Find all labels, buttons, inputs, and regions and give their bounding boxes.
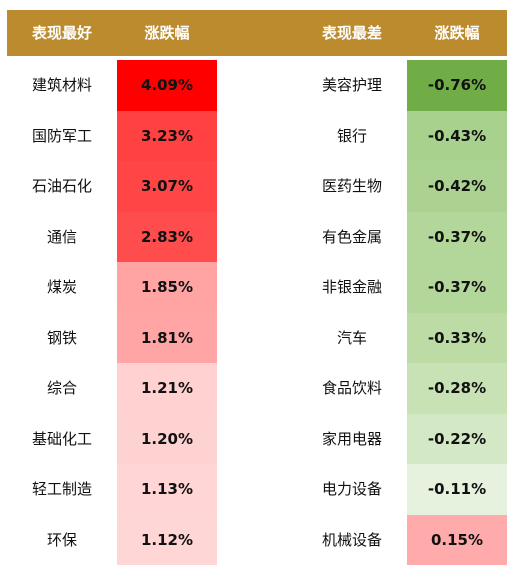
best-sector-change: 4.09% xyxy=(117,60,217,111)
table-row: 综合 1.21% 食品饮料 -0.28% xyxy=(7,363,507,414)
worst-sector-name: 电力设备 xyxy=(321,480,382,498)
table-row: 煤炭 1.85% 非银金融 -0.37% xyxy=(7,262,507,313)
worst-sector-change: -0.42% xyxy=(407,161,507,212)
table-header: 表现最好 涨跌幅 表现最差 涨跌幅 xyxy=(7,10,507,56)
best-sector-change: 2.83% xyxy=(117,211,217,262)
worst-sector-change: 0.15% xyxy=(407,514,507,565)
best-sector-name: 基础化工 xyxy=(31,429,92,448)
table-body: 建筑材料 4.09% 美容护理 -0.76% 国防军工 3.23% 银行 -0.… xyxy=(7,60,507,565)
best-sector-name: 石油石化 xyxy=(31,177,92,195)
worst-sector-change: -0.28% xyxy=(407,363,507,414)
worst-sector-change: -0.76% xyxy=(407,60,507,111)
best-sector-change: 3.23% xyxy=(117,110,217,161)
worst-sector-name: 机械设备 xyxy=(321,530,382,549)
best-sector-name: 环保 xyxy=(46,530,77,549)
best-sector-change: 1.13% xyxy=(117,464,217,515)
worst-performers-header: 表现最差 xyxy=(321,24,382,42)
best-sector-name: 煤炭 xyxy=(46,278,77,296)
worst-sector-name: 银行 xyxy=(336,126,367,145)
worst-sector-name: 汽车 xyxy=(336,328,367,347)
table-row: 钢铁 1.81% 汽车 -0.33% xyxy=(7,312,507,363)
worst-sector-name: 非银金融 xyxy=(321,278,382,296)
table-row: 国防军工 3.23% 银行 -0.43% xyxy=(7,110,507,161)
best-sector-name: 轻工制造 xyxy=(31,480,92,498)
best-sector-change: 3.07% xyxy=(117,161,217,212)
best-sector-name: 综合 xyxy=(46,379,77,397)
best-sector-name: 国防军工 xyxy=(31,126,92,145)
worst-sector-change: -0.37% xyxy=(407,262,507,313)
worst-sector-name: 医药生物 xyxy=(321,177,382,195)
worst-sector-change: -0.43% xyxy=(407,110,507,161)
worst-sector-change: -0.33% xyxy=(407,312,507,363)
table-row: 石油石化 3.07% 医药生物 -0.42% xyxy=(7,161,507,212)
worst-sector-change: -0.11% xyxy=(407,464,507,515)
table-row: 基础化工 1.20% 家用电器 -0.22% xyxy=(7,413,507,464)
worst-sector-name: 有色金属 xyxy=(321,227,382,246)
worst-sector-name: 美容护理 xyxy=(321,76,382,94)
table-row: 环保 1.12% 机械设备 0.15% xyxy=(7,514,507,565)
best-sector-name: 建筑材料 xyxy=(31,76,92,94)
table-row: 通信 2.83% 有色金属 -0.37% xyxy=(7,211,507,262)
worst-change-header: 涨跌幅 xyxy=(434,24,480,42)
worst-sector-change: -0.22% xyxy=(407,413,507,464)
table-row: 轻工制造 1.13% 电力设备 -0.11% xyxy=(7,464,507,515)
best-sector-change: 1.12% xyxy=(117,514,217,565)
best-sector-name: 钢铁 xyxy=(46,328,77,347)
best-sector-change: 1.20% xyxy=(117,413,217,464)
best-sector-name: 通信 xyxy=(46,227,77,246)
worst-sector-name: 家用电器 xyxy=(321,429,382,448)
best-performers-header: 表现最好 xyxy=(31,24,92,42)
worst-sector-name: 食品饮料 xyxy=(321,379,382,397)
best-sector-change: 1.21% xyxy=(117,363,217,414)
worst-sector-change: -0.37% xyxy=(407,211,507,262)
best-sector-change: 1.85% xyxy=(117,262,217,313)
best-change-header: 涨跌幅 xyxy=(144,24,190,42)
table-row: 建筑材料 4.09% 美容护理 -0.76% xyxy=(7,60,507,111)
best-sector-change: 1.81% xyxy=(117,312,217,363)
